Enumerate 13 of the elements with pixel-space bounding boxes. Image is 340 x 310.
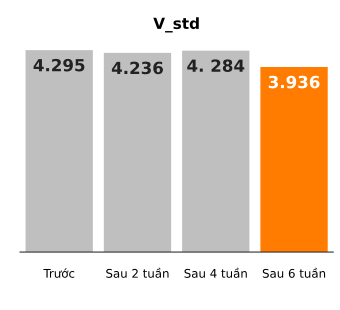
bar bbox=[260, 66, 328, 252]
x-tick-label: Sau 6 tuần bbox=[262, 268, 326, 278]
x-tick-label: Sau 4 tuần bbox=[184, 268, 247, 278]
chart-title: V_std bbox=[153, 17, 199, 32]
bar bbox=[26, 50, 93, 252]
data-label: 4. 284 bbox=[187, 59, 244, 72]
bar bbox=[104, 52, 172, 252]
data-label: 4.236 bbox=[112, 62, 163, 74]
x-tick-label: Sau 2 tuần bbox=[106, 268, 169, 278]
data-label: 3.936 bbox=[268, 76, 320, 88]
x-tick-label: Trước bbox=[43, 268, 74, 278]
bar bbox=[182, 50, 250, 252]
data-label: 4.295 bbox=[34, 58, 84, 72]
